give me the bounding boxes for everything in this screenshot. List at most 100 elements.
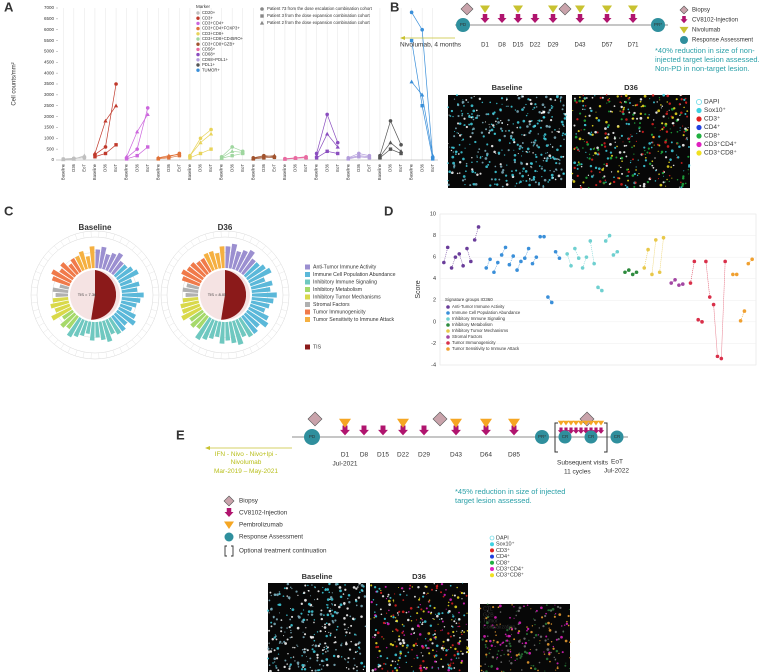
cell <box>287 596 291 600</box>
legend-label: Inhibitory Metabolism <box>452 322 493 327</box>
cell <box>506 628 509 632</box>
cell <box>658 173 660 175</box>
cell <box>642 182 646 186</box>
cell <box>354 664 356 666</box>
point <box>259 20 265 25</box>
radial-bar <box>202 318 215 341</box>
spoke <box>275 322 282 327</box>
cell <box>329 634 332 636</box>
cell <box>457 153 460 155</box>
label: Tumor Sensitivity to Immune Attack <box>313 317 395 323</box>
radial-bar <box>111 260 124 276</box>
cell <box>464 178 466 181</box>
point <box>453 255 458 259</box>
cell <box>509 142 511 144</box>
cell <box>547 621 550 625</box>
cell <box>518 172 521 175</box>
cell <box>267 609 270 612</box>
cell <box>653 144 655 146</box>
cell <box>561 108 564 111</box>
cell <box>636 174 639 177</box>
cell <box>411 665 413 668</box>
cell <box>684 101 688 104</box>
label: D22 <box>529 43 541 49</box>
legend-swatch <box>490 567 494 571</box>
legend-swatch <box>196 42 200 46</box>
cell <box>505 179 508 182</box>
point <box>230 153 234 158</box>
cell <box>658 144 661 147</box>
cell <box>447 142 449 145</box>
cell <box>550 623 553 625</box>
point <box>476 225 481 229</box>
cell <box>352 586 356 589</box>
cell <box>316 631 319 633</box>
cell <box>413 595 416 598</box>
cell <box>560 635 563 639</box>
cell <box>420 617 422 620</box>
cell <box>548 178 551 182</box>
cell <box>639 122 641 125</box>
drug-icon <box>628 5 638 13</box>
label: Inhibitory Immune Signaling <box>313 279 377 285</box>
x-tick-label: D36 <box>261 163 266 171</box>
cell <box>473 95 475 98</box>
spoke <box>261 339 266 345</box>
cell <box>585 97 588 99</box>
cell <box>472 182 476 186</box>
cell <box>466 629 469 632</box>
cell <box>460 661 463 664</box>
cell <box>463 592 466 595</box>
y-tick-label: 3000 <box>44 92 55 97</box>
label: Subsequent visits <box>557 460 609 467</box>
legend-swatch <box>490 542 494 547</box>
cell <box>273 657 277 660</box>
cell <box>406 646 408 649</box>
cell <box>479 156 482 158</box>
point <box>209 127 213 132</box>
injection-icon <box>680 16 688 24</box>
spoke <box>152 302 159 304</box>
cell <box>510 137 513 140</box>
cell <box>311 644 313 647</box>
cell <box>290 586 292 589</box>
spoke <box>178 334 183 339</box>
cell <box>416 638 418 640</box>
cell <box>499 163 502 166</box>
cell <box>605 136 609 139</box>
point <box>145 112 150 116</box>
cell <box>522 167 525 170</box>
cell <box>298 616 301 619</box>
cell <box>578 96 581 99</box>
radial-bar <box>121 287 138 293</box>
y-tick-label: 4500 <box>44 59 55 64</box>
cell <box>608 97 610 100</box>
radial-bar <box>54 303 71 313</box>
cell <box>383 638 385 640</box>
radial-bar <box>116 266 134 281</box>
cell <box>505 130 507 132</box>
cell <box>313 619 316 621</box>
cell <box>521 108 524 111</box>
cell <box>283 640 286 643</box>
radial-bar <box>98 321 106 341</box>
cell <box>398 610 401 613</box>
cell <box>507 124 509 126</box>
cell <box>278 603 282 607</box>
radial-bar <box>180 300 200 309</box>
cell <box>560 168 563 171</box>
cell <box>532 141 535 144</box>
cell <box>389 596 392 599</box>
spoke <box>267 251 272 256</box>
cell <box>511 131 514 134</box>
cell <box>289 636 292 639</box>
cell <box>565 622 569 626</box>
cell <box>543 651 545 653</box>
cell <box>494 616 497 619</box>
radial-bar <box>189 309 204 322</box>
cell <box>536 122 539 125</box>
cell <box>348 632 351 634</box>
legend-swatch <box>305 287 310 292</box>
cell <box>489 126 491 128</box>
cell <box>534 633 538 637</box>
